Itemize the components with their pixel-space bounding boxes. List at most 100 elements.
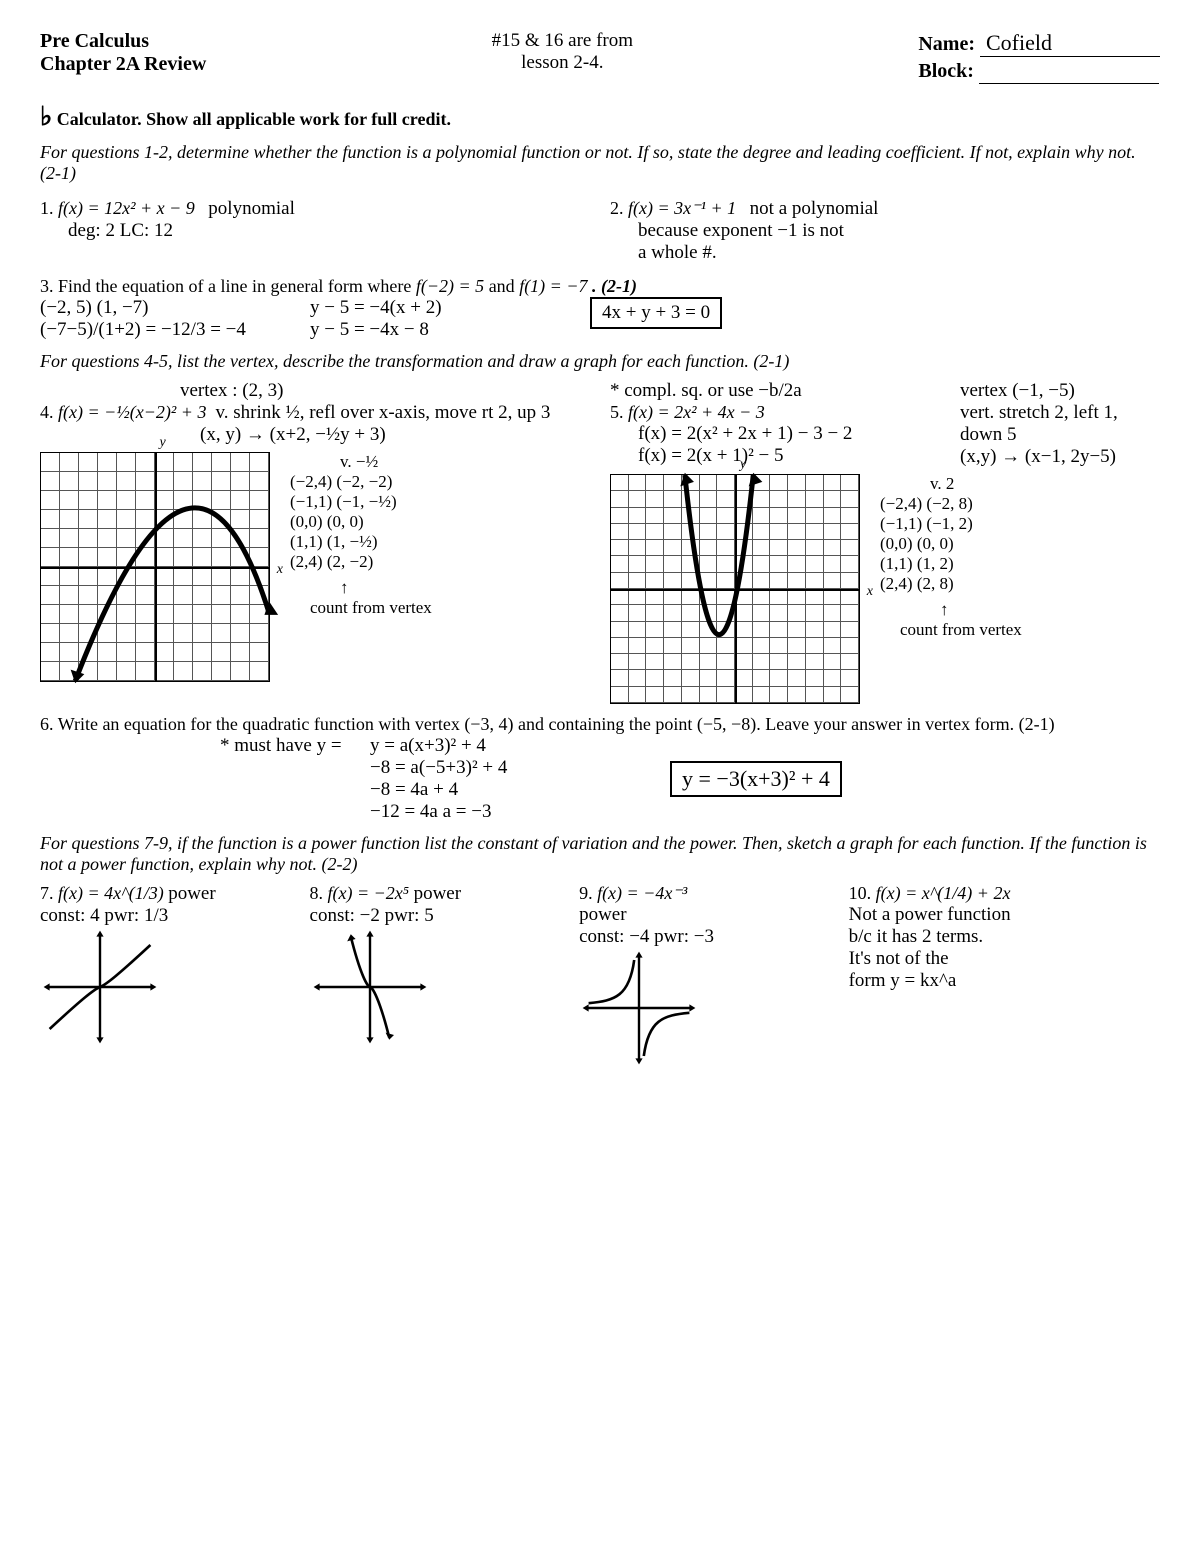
q4-table: v. −½ (−2,4) (−2, −2) (−1,1) (−1, −½) (0… [290,452,432,618]
q10-num: 10. [849,883,872,903]
q1-ans2: deg: 2 LC: 12 [68,220,590,242]
q5-tbl-2: (0,0) (0, 0) [880,534,1022,554]
q6-w4: −12 = 4a a = −3 [370,801,650,823]
question-9: 9. f(x) = −4x⁻³ power const: −4 pwr: −3 [579,883,819,1068]
q3-w2: y − 5 = −4x − 8 [310,319,570,341]
q5-curve [611,475,859,703]
q5-num: 5. [610,402,624,422]
q9-fx: f(x) = −4x⁻³ [597,883,687,903]
q8-fx: f(x) = −2x⁵ [328,883,410,903]
q4-vertex: vertex : (2, 3) [180,380,590,402]
q6-w3: −8 = 4a + 4 [370,779,650,801]
q10-fx: f(x) = x^(1/4) + 2x [876,883,1011,903]
q5-fx: f(x) = 2x² + 4x − 3 [628,402,765,422]
header-left: Pre Calculus Chapter 2A Review [40,30,206,76]
q9-const: const: −4 pwr: −3 [579,926,819,948]
q1-num: 1. [40,198,54,218]
q5-tbl-hdr: v. 2 [930,474,1022,494]
question-6: 6. Write an equation for the quadratic f… [40,714,1160,823]
block-value [979,57,1159,84]
block-label: Block: [918,60,974,82]
q4-curve [41,453,269,681]
q5-desc: vert. stretch 2, left 1, down 5 [960,402,1160,446]
header-note: #15 & 16 are from lesson 2-4. [206,30,918,74]
q3-slope: (−7−5)/(1+2) = −12/3 = −4 [40,319,290,341]
q5-vertex: vertex (−1, −5) [960,380,1160,402]
q3-f1: f(−2) = 5 [416,276,484,296]
q4-tbl-1: (−1,1) (−1, −½) [290,492,432,512]
q4-foot: count from vertex [310,598,432,618]
q3-answer: 4x + y + 3 = 0 [590,297,722,329]
q5-w2: f(x) = 2(x + 1)² − 5 [638,445,940,467]
note-top: #15 & 16 are from [206,30,918,52]
chapter-title: Chapter 2A Review [40,53,206,76]
instructions-7-9: For questions 7-9, if the function is a … [40,833,1160,875]
q3-prompt: Find the equation of a line in general f… [58,276,416,296]
q3-ref: . (2-1) [592,276,637,296]
note-bot: lesson 2-4. [206,52,918,74]
q6-w1: y = a(x+3)² + 4 [370,735,650,757]
q4-num: 4. [40,402,54,422]
row-q1-q2: 1. f(x) = 12x² + x − 9 polynomial deg: 2… [40,192,1160,270]
q5-map: (x,y) → (x−1, 2y−5) [960,446,1160,468]
q5-graph: y x [610,474,860,704]
q2-ans3: a whole #. [638,242,1160,264]
question-4: vertex : (2, 3) 4. f(x) = −½(x−2)² + 3 v… [40,380,590,682]
q7-type: power [168,883,215,904]
q1-fx: f(x) = 12x² + x − 9 [58,198,195,218]
q5-tbl-1: (−1,1) (−1, 2) [880,514,1022,534]
row-q4-q5: vertex : (2, 3) 4. f(x) = −½(x−2)² + 3 v… [40,380,1160,704]
q3-work-mid: y − 5 = −4(x + 2) y − 5 = −4x − 8 [310,297,570,341]
name-label: Name: [918,33,975,55]
q7-fx: f(x) = 4x^(1/3) [58,883,164,903]
q10-a3: It's not of the [849,948,1160,970]
header-right: Name: Cofield Block: [918,30,1160,84]
q9-sketch [579,948,699,1068]
q5-w1: f(x) = 2(x² + 2x + 1) − 3 − 2 [638,423,940,445]
q3-num: 3. [40,276,54,296]
q8-num: 8. [310,883,324,903]
q8-type: power [414,883,461,904]
q4-graph: y x [40,452,270,682]
q5-tbl-4: (2,4) (2, 8) [880,574,1022,594]
q3-f2: f(1) = −7 [519,276,587,296]
row-q7-10: 7. f(x) = 4x^(1/3) power const: 4 pwr: 1… [40,883,1160,1068]
q4-tbl-hdr: v. −½ [340,452,432,472]
q6-prompt: Write an equation for the quadratic func… [58,714,1055,734]
q10-a1: Not a power function [849,904,1160,926]
q6-work: y = a(x+3)² + 4 −8 = a(−5+3)² + 4 −8 = 4… [370,735,650,823]
q1-ans1: polynomial [208,198,295,219]
name-value: Cofield [980,30,1160,57]
q3-answer-box: 4x + y + 3 = 0 [590,297,722,329]
q5-table: v. 2 (−2,4) (−2, 8) (−1,1) (−1, 2) (0,0)… [880,474,1022,640]
q3-w1: y − 5 = −4(x + 2) [310,297,570,319]
calculator-note: ♭ Calculator. Show all applicable work f… [40,102,1160,132]
q3-points: (−2, 5) (1, −7) [40,297,290,319]
q8-const: const: −2 pwr: 5 [310,905,550,927]
q5-hint: * compl. sq. or use −b/2a [610,380,940,402]
q4-map: (x, y) → (x+2, −½y + 3) [200,424,590,446]
q3-and: and [489,276,520,296]
q5-tbl-3: (1,1) (1, 2) [880,554,1022,574]
q6-num: 6. [40,714,54,734]
q4-tbl-2: (0,0) (0, 0) [290,512,432,532]
question-8: 8. f(x) = −2x⁵ power const: −2 pwr: 5 [310,883,550,1047]
q7-const: const: 4 pwr: 1/3 [40,905,280,927]
q2-num: 2. [610,198,624,218]
question-10: 10. f(x) = x^(1/4) + 2x Not a power func… [849,883,1160,992]
q6-answer-box: y = −3(x+3)² + 4 [670,761,842,797]
q4-desc: v. shrink ½, refl over x-axis, move rt 2… [215,402,550,423]
q2-fx: f(x) = 3x⁻¹ + 1 [628,198,736,218]
q6-w2: −8 = a(−5+3)² + 4 [370,757,650,779]
q5-foot: count from vertex [900,620,1022,640]
q5-tbl-0: (−2,4) (−2, 8) [880,494,1022,514]
q7-num: 7. [40,883,54,903]
q6-note: * must have y = [220,735,350,757]
question-2: 2. f(x) = 3x⁻¹ + 1 not a polynomial beca… [610,198,1160,264]
question-7: 7. f(x) = 4x^(1/3) power const: 4 pwr: 1… [40,883,280,1047]
q4-tbl-4: (2,4) (2, −2) [290,552,432,572]
q10-a4: form y = kx^a [849,970,1160,992]
q4-tbl-3: (1,1) (1, −½) [290,532,432,552]
question-5: * compl. sq. or use −b/2a 5. f(x) = 2x² … [610,380,1160,704]
question-1: 1. f(x) = 12x² + x − 9 polynomial deg: 2… [40,198,590,242]
